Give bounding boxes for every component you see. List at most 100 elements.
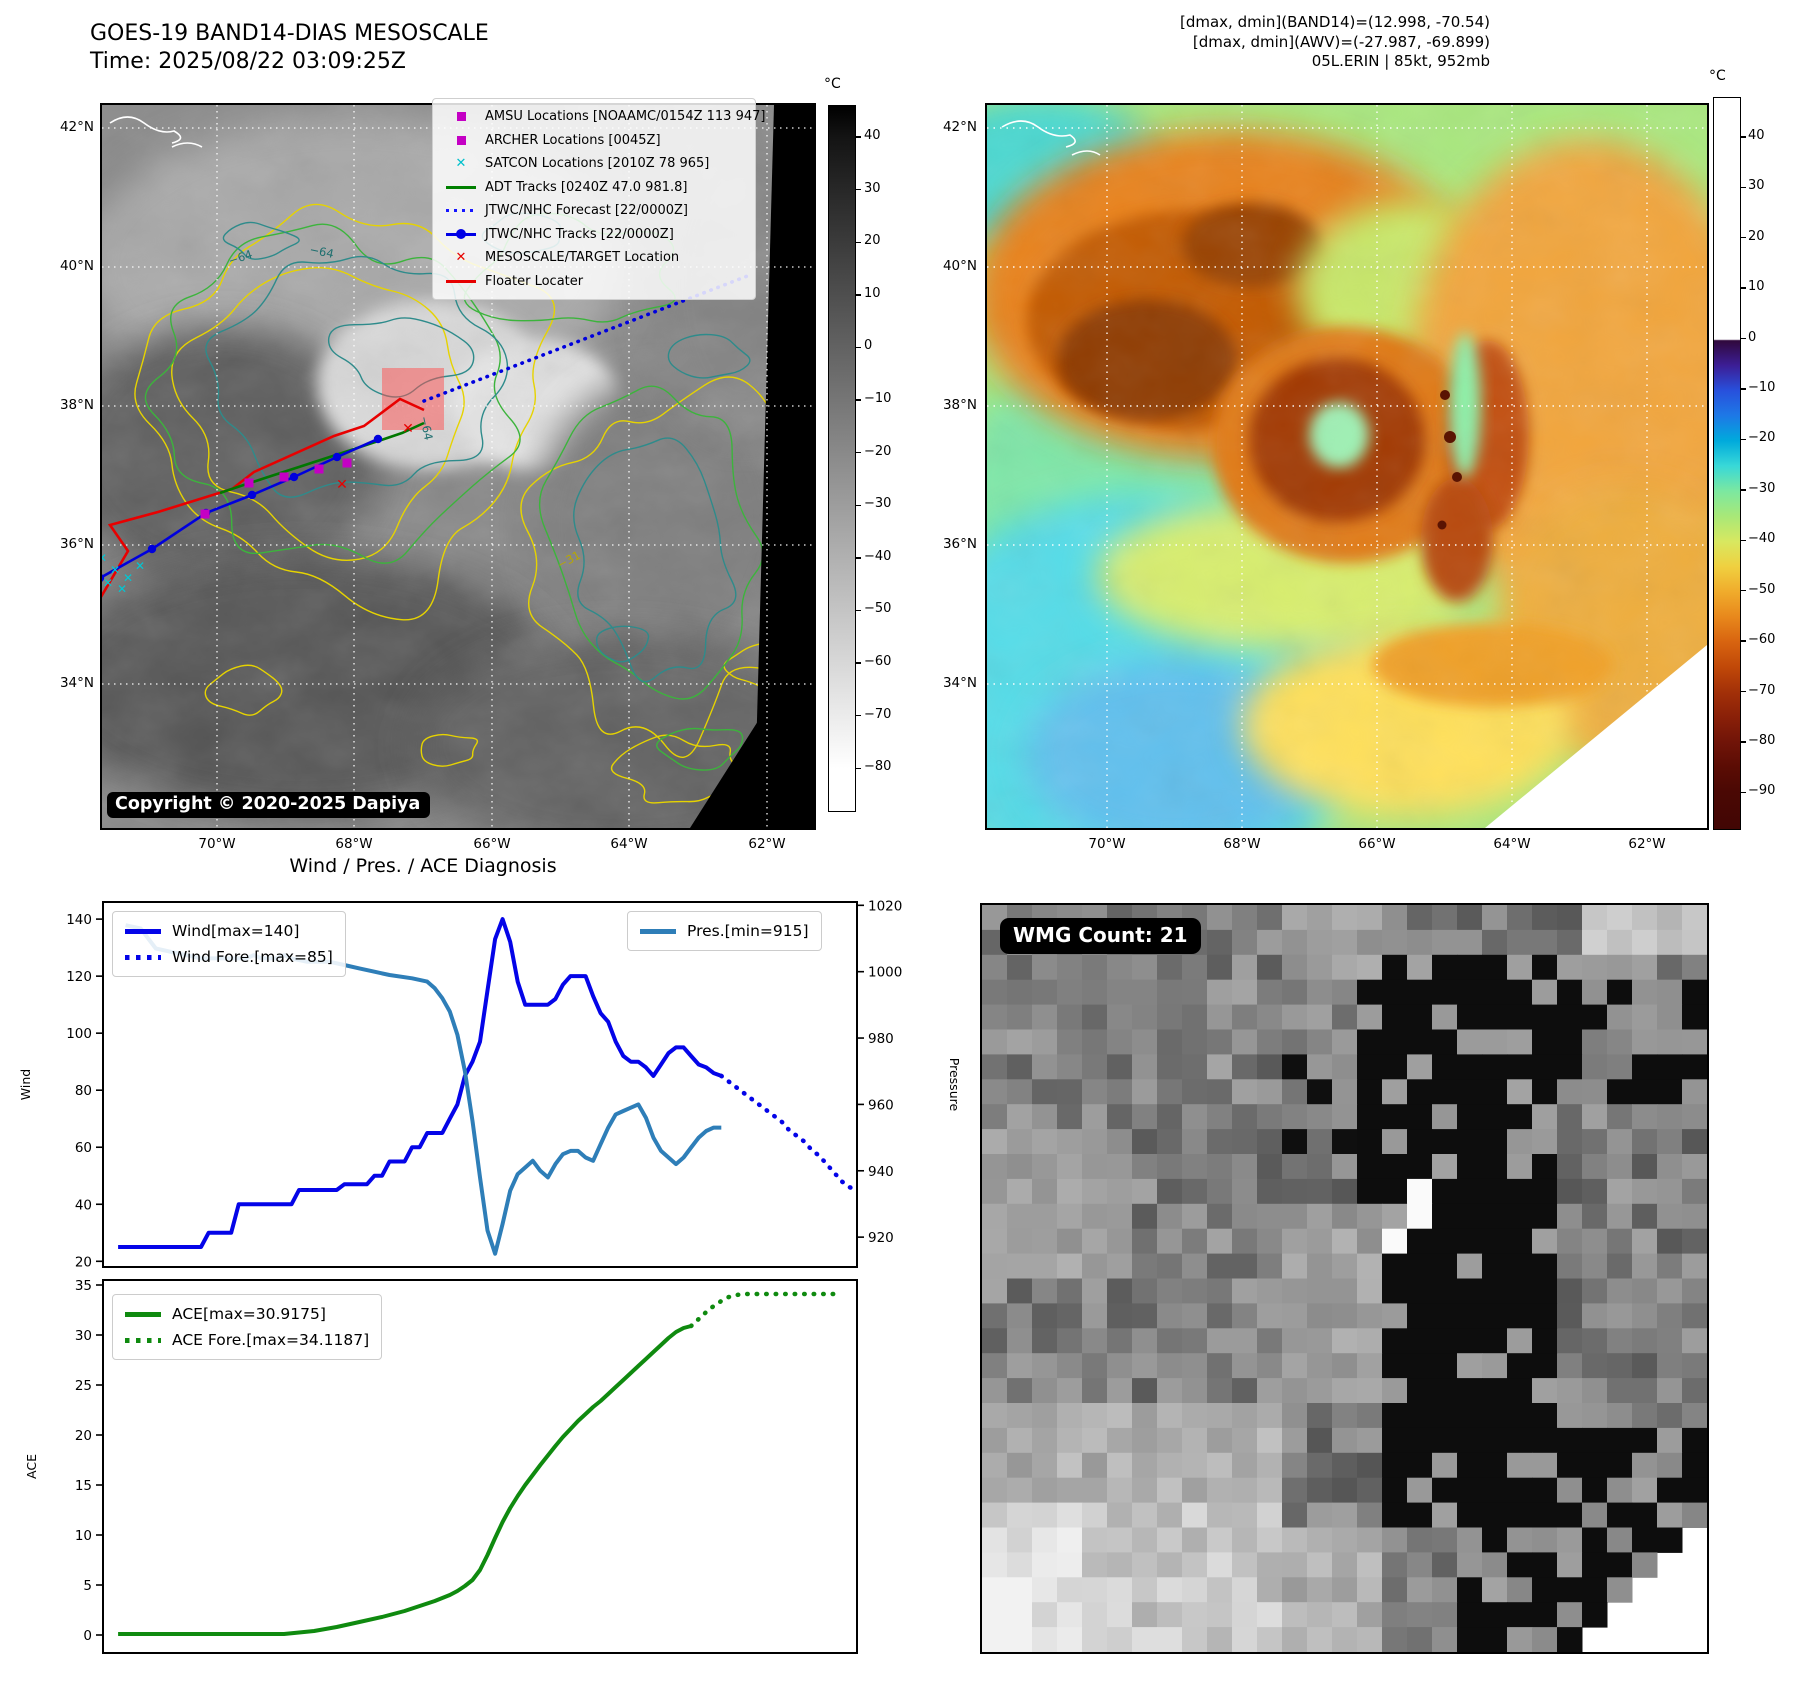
colorbar-tick-label: −20 [864,443,892,459]
square-marker-icon [441,135,481,145]
chart-legend-item: Wind Fore.[max=85] [125,944,333,970]
colorbar-tickmark [1740,438,1746,441]
colorbar-tick-label: −60 [1748,632,1776,648]
amsu-location-marker [279,472,289,482]
line-marker-icon [441,185,481,189]
colorbar-tick-label: −10 [864,391,892,407]
colorbar-tickmark [1740,388,1746,390]
colorbar-tickmark [855,609,861,612]
series-wind-fore- [719,1073,860,1193]
legend-item: AMSU Locations [NOAAMC/0154Z 113 947] [441,105,765,129]
temperature-contour [667,333,751,379]
colorbar-tick-label: 40 [1748,127,1765,143]
colorbar-tickmark [855,188,861,191]
y-tick-label: 20 [75,1254,92,1270]
amsu-location-marker [200,509,210,519]
colorbar-tickmark [855,767,861,770]
jtwc-track-point [373,434,383,444]
no-data-band [754,105,814,828]
y-tick-label: 960 [868,1097,894,1113]
mesoscale-target-marker: ✕ [336,477,348,493]
coastline [109,116,203,148]
colorbar-tickmark [855,714,861,717]
x-marker: ✕ [455,156,467,172]
colorbar-tickmark [1740,489,1746,491]
lat-label: 38°N [59,397,94,413]
y-tick-label: 920 [868,1230,894,1246]
y-tick-label: 5 [83,1578,92,1594]
y-tick-label: 120 [66,969,92,985]
legend-item: ARCHER Locations [0045Z] [441,129,749,153]
y-tick-label: 1020 [868,898,902,914]
series-ace-fore- [688,1291,845,1329]
colorbar-tickmark [855,557,861,559]
plot-border [102,1279,858,1654]
lat-label: 40°N [59,258,94,274]
colorbar-tickmark [1740,337,1746,340]
satcon-location-marker: ✕ [102,551,107,565]
amsu-location-marker [314,464,324,474]
colorbar-tickmark [1740,690,1746,693]
x-marker-icon: ✕ [441,157,481,170]
legend-item: ADT Tracks [0240Z 47.0 981.8] [441,176,749,200]
jtwc-track-point [102,574,105,582]
legend-item-label: Floater Locater [485,273,584,289]
colorbar-tick-label: −30 [864,496,892,512]
y-axis-label: Wind [18,1069,33,1100]
colorbar-tickmark [855,294,861,296]
line-marker-icon [441,279,481,283]
colorbar-tick-label: 40 [864,128,881,144]
awv-map-image [987,105,1707,828]
jtwc-track-point [247,490,257,500]
colorbar-tickmark [855,399,861,401]
temperature-contour [222,221,300,260]
wmg-count-badge: WMG Count: 21 [1000,918,1201,954]
square-marker [456,135,466,145]
colorbar-tick-label: −80 [864,759,892,775]
lat-label: 42°N [59,119,94,135]
colorbar-tickmark [855,662,861,664]
storm-id-intensity: 05L.ERIN | 85kt, 952mb [1311,52,1490,70]
satcon-location-marker: ✕ [117,582,127,596]
legend-item: JTWC/NHC Tracks [22/0000Z] [441,223,749,247]
chart-legend-item: ACE Fore.[max=34.1187] [125,1327,369,1353]
lon-label: 70°W [1088,836,1126,852]
colorbar-tick-label: −80 [1748,732,1776,748]
legend-item: ✕ SATCON Locations [2010Z 78 965] [441,152,749,176]
y-tick-label: 35 [75,1278,92,1294]
temperature-contour [520,376,812,758]
dotted-line-sample [446,209,476,213]
no-data-wedge [690,633,814,828]
colorbar-tick-label: −10 [1748,379,1776,395]
legend-item-label: ARCHER Locations [0045Z] [485,132,661,148]
colorbar-tick-label: −90 [1748,783,1776,799]
colorbar-tickmark [855,241,861,244]
y-tick-label: 60 [75,1140,92,1156]
y-tick-label: 140 [66,912,92,928]
wind-legend: Wind[max=140] Wind Fore.[max=85] [112,911,346,977]
square-marker-icon [441,112,481,122]
figure-time: Time: 2025/08/22 03:09:25Z [90,49,406,74]
y-tick-label: 15 [75,1478,92,1494]
amsu-location-marker [342,458,352,468]
dotted-line-sample [125,1337,161,1343]
lon-label: 62°W [1628,836,1666,852]
lon-label: 64°W [610,836,648,852]
colorbar-tickmark [1740,236,1746,239]
jtwc-track-point [289,472,299,482]
colorbar-tickmark [1740,136,1746,138]
line-marker-icon [441,209,481,213]
line-sample [125,1311,161,1317]
copyright-watermark: Copyright © 2020-2025 Dapiya [107,792,431,818]
temperature-contour [573,437,737,683]
temperature-contour [656,727,744,771]
dmax-dmin-awv: [dmax, dmin](AWV)=(-27.987, -69.899) [1192,32,1490,51]
lat-label: 34°N [942,675,977,691]
line-marker-icon [441,229,481,240]
y-axis-label: ACE [24,1454,39,1479]
y-tick-label: 25 [75,1378,92,1394]
y-tick-label: 1000 [868,965,902,981]
lon-label: 62°W [748,836,786,852]
square-marker [456,112,466,122]
